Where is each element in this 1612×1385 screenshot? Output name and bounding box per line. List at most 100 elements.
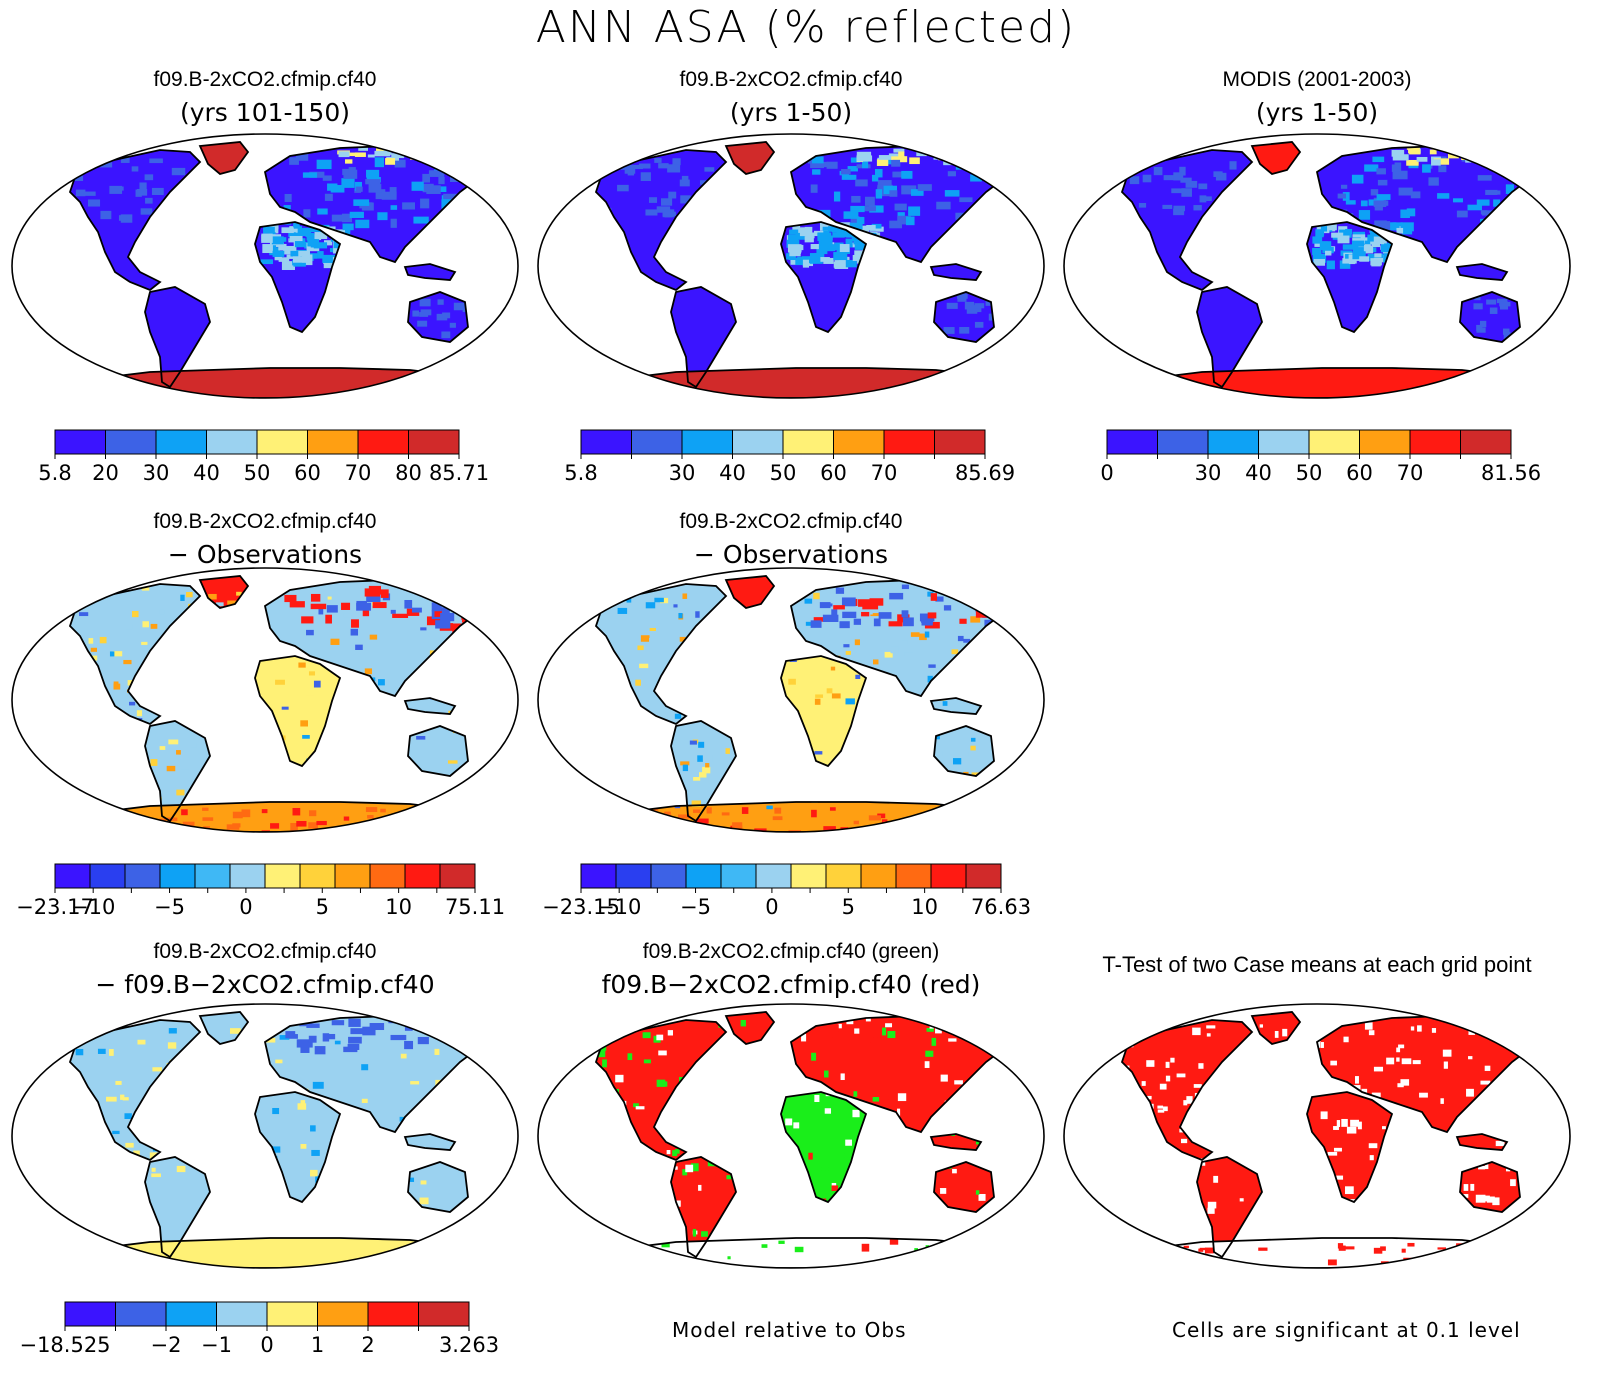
colorbar-cell [418, 1301, 470, 1327]
colorbar-tick-label: 5.8 [38, 461, 71, 485]
panel-title: f09.B-2xCO2.cfmip.cf40 [153, 510, 377, 533]
colorbar: −18.525 −2 −1 0 1 2 3.263 [19, 1301, 499, 1357]
world-map [11, 1003, 519, 1269]
colorbar-cell [755, 863, 792, 889]
colorbar-cell [681, 429, 733, 455]
land-namerica [70, 150, 200, 290]
colorbar-cell [165, 1301, 217, 1327]
colorbar-cell [299, 863, 336, 889]
world-map [537, 567, 1045, 833]
colorbar: 5.8 20 30 40 50 60 70 80 85.71 [38, 429, 489, 485]
colorbar-tick-label: −23.17 [16, 895, 94, 919]
colorbar-cell [1359, 429, 1411, 455]
colorbar-cell [580, 429, 632, 455]
colorbar-cell [685, 863, 722, 889]
colorbar-tick-label: 0 [1100, 461, 1113, 485]
colorbar: −23.17−10 −5 0 5 10 75.11 [16, 863, 505, 919]
map-border [537, 567, 1045, 833]
panel-title: f09.B-2xCO2.cfmip.cf40 (green) [642, 940, 940, 963]
colorbar-cell [216, 1301, 268, 1327]
panel-subtitle: (yrs 101-150) [179, 98, 350, 127]
colorbar-tick-label: 40 [1245, 461, 1272, 485]
colorbar-tick-label: 50 [1296, 461, 1323, 485]
colorbar-cell [367, 1301, 419, 1327]
map-border [11, 1003, 519, 1269]
colorbar-cell [930, 863, 967, 889]
colorbar-tick-label: 10 [385, 895, 412, 919]
colorbar-cell [334, 863, 371, 889]
land-africa [255, 656, 340, 766]
colorbar-tick-label: −18.525 [19, 1333, 110, 1357]
colorbar-cell [307, 429, 359, 455]
map-border [11, 133, 519, 399]
world-map [11, 567, 519, 833]
colorbar-cell [1409, 429, 1461, 455]
colorbar-cell [782, 429, 834, 455]
colorbar-cell [883, 429, 935, 455]
land-greenland [1252, 142, 1300, 174]
colorbar-cell [266, 1301, 318, 1327]
world-map [1063, 1003, 1571, 1269]
colorbar-tick-label: 70 [1397, 461, 1424, 485]
colorbar-cell [860, 863, 897, 889]
colorbar-tick-label: 2 [361, 1333, 374, 1357]
map-border [537, 133, 1045, 399]
colorbar-cell [54, 429, 106, 455]
colorbar-tick-label: 0 [239, 895, 252, 919]
colorbar-cell [54, 863, 91, 889]
colorbar-tick-label: 0 [765, 895, 778, 919]
colorbar-tick-label: 0 [260, 1333, 273, 1357]
colorbar-tick-label: −5 [680, 895, 711, 919]
colorbar-tick-label: 1 [311, 1333, 324, 1357]
land-africa [255, 1092, 340, 1202]
panel-title: f09.B-2xCO2.cfmip.cf40 [153, 940, 377, 963]
panel-subtitle: − Observations [693, 540, 889, 569]
colorbar-tick-label: 50 [770, 461, 797, 485]
colorbar-cell [115, 1301, 167, 1327]
colorbar-cell [1460, 429, 1512, 455]
colorbar-tick-label: 5 [842, 895, 855, 919]
colorbar-tick-label: 85.71 [429, 461, 489, 485]
world-map [537, 133, 1045, 399]
land-namerica [1122, 150, 1252, 290]
land-greenland [200, 1012, 248, 1044]
colorbar-tick-label: 70 [345, 461, 372, 485]
colorbar-tick-label: 60 [294, 461, 321, 485]
colorbar-cell [732, 429, 784, 455]
colorbar: 0 30 40 50 60 70 81.56 [1100, 429, 1541, 485]
colorbar-tick-label: 30 [143, 461, 170, 485]
colorbar-tick-label: 40 [719, 461, 746, 485]
panel-title: f09.B-2xCO2.cfmip.cf40 [153, 68, 377, 91]
colorbar-tick-label: 5.8 [564, 461, 597, 485]
colorbar-cell [155, 429, 207, 455]
colorbar-cell [369, 863, 406, 889]
colorbar-cell [256, 429, 308, 455]
colorbar-cell [408, 429, 460, 455]
panel-subtitle: − f09.B−2xCO2.cfmip.cf40 [95, 970, 435, 999]
colorbar-cell [64, 1301, 116, 1327]
land-greenland [726, 142, 774, 174]
land-africa [781, 1092, 866, 1202]
colorbar-cell [825, 863, 862, 889]
colorbar-cell [159, 863, 196, 889]
colorbar-cell [615, 863, 652, 889]
colorbar-tick-label: 10 [911, 895, 938, 919]
colorbar-cell [357, 429, 409, 455]
colorbar-cell [833, 429, 885, 455]
colorbar-cell [124, 863, 161, 889]
colorbar-tick-label: 70 [871, 461, 898, 485]
panel-title: MODIS (2001-2003) [1222, 68, 1412, 91]
land-namerica [70, 1020, 200, 1160]
panel-subtitle: − Observations [167, 540, 363, 569]
land-greenland [200, 576, 248, 608]
colorbar-tick-label: −23.15 [542, 895, 620, 919]
colorbar-tick-label: −5 [154, 895, 185, 919]
colorbar-cell [1106, 429, 1158, 455]
panel-subtitle: f09.B−2xCO2.cfmip.cf40 (red) [601, 970, 981, 999]
panel-note: Cells are significant at 0.1 level [1172, 1318, 1521, 1342]
colorbar-cell [264, 863, 301, 889]
colorbar-cell [1157, 429, 1209, 455]
figure-title: ANN ASA (% reflected) [535, 2, 1077, 53]
colorbar-tick-label: 50 [244, 461, 271, 485]
world-map [11, 133, 519, 399]
